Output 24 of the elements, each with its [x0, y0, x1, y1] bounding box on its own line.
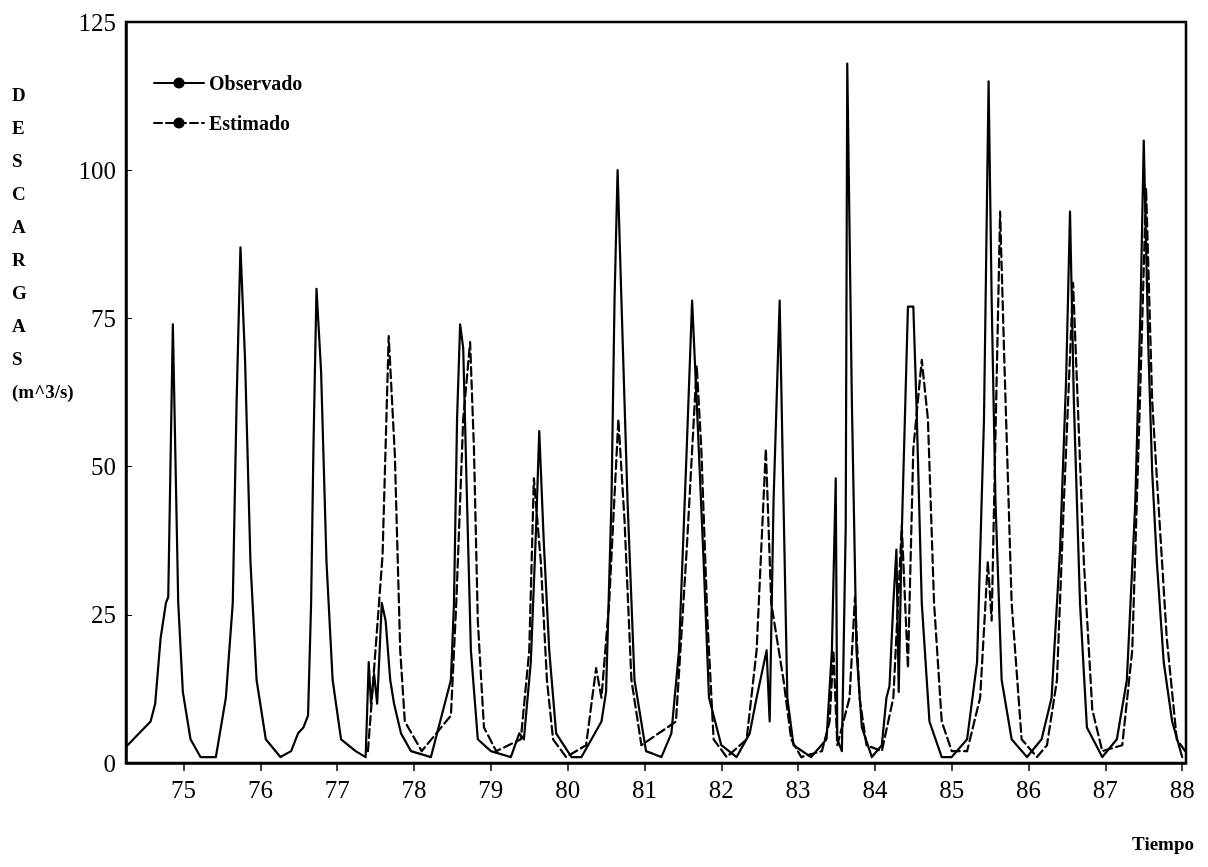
y-tick-label: 100 — [78, 156, 116, 184]
x-tick-label: 84 — [862, 776, 888, 803]
x-tick-label: 81 — [631, 776, 657, 803]
x-tick-label: 78 — [401, 776, 427, 803]
y-tick-label: 25 — [91, 601, 116, 629]
legend-label: Estimado — [209, 112, 291, 134]
x-tick-label: 76 — [247, 776, 273, 803]
x-tick-label: 87 — [1092, 776, 1118, 803]
y-tick-label: 125 — [78, 8, 116, 36]
text: DESCARGAS (m^3/s) — [12, 84, 74, 402]
x-axis-title: Tiempo — [1132, 833, 1194, 854]
x-tick-label: 75 — [171, 776, 197, 803]
x-tick-label: 79 — [478, 776, 504, 803]
x-tick-label: 77 — [324, 776, 350, 803]
legend-label: Observado — [209, 72, 303, 94]
x-tick-label: 83 — [785, 776, 811, 803]
x-tick-label: 80 — [555, 776, 581, 803]
y-tick-label: 0 — [103, 749, 116, 777]
x-tick-label: 85 — [939, 776, 965, 803]
x-tick-label: 88 — [1169, 776, 1195, 803]
y-tick-label: 50 — [91, 453, 116, 481]
x-tick-label: 86 — [1016, 776, 1042, 803]
y-tick-label: 75 — [91, 304, 116, 332]
x-tick-label: 82 — [708, 776, 734, 803]
